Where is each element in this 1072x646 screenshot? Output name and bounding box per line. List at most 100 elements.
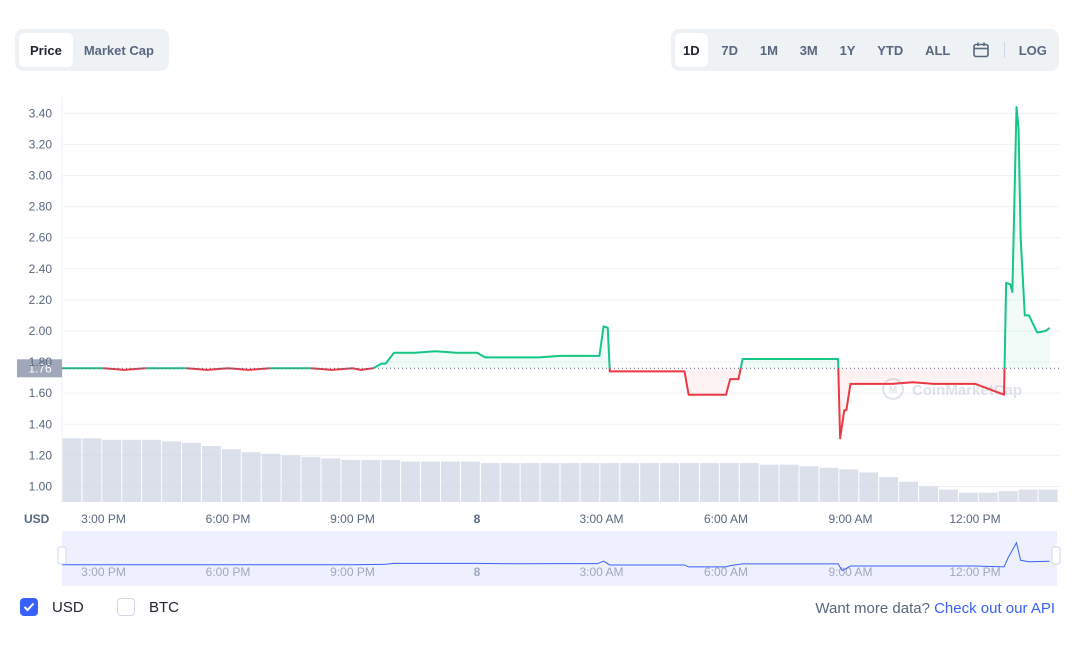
volume-bar xyxy=(62,438,82,502)
volume-bar xyxy=(719,463,739,502)
volume-bar xyxy=(460,461,480,502)
calendar-icon[interactable] xyxy=(964,33,998,67)
current-price-text: 1.76 xyxy=(28,361,52,375)
volume-bar xyxy=(421,461,440,502)
volume-bar xyxy=(341,460,361,502)
y-tick-label: 3.40 xyxy=(29,106,53,120)
btc-checkbox-label: BTC xyxy=(149,598,179,616)
volume-bar xyxy=(759,464,779,502)
log-scale-button[interactable]: LOG xyxy=(1018,42,1047,58)
price-line-down xyxy=(310,367,353,371)
api-link[interactable]: Check out our API xyxy=(934,600,1055,617)
usd-checkbox[interactable] xyxy=(20,598,38,616)
btc-checkbox[interactable] xyxy=(117,598,135,616)
x-tick-label: 6:00 PM xyxy=(206,512,251,526)
range-1y-button[interactable]: 1Y xyxy=(839,42,856,58)
y-tick-label: 3.20 xyxy=(29,137,53,151)
volume-bar xyxy=(162,441,182,502)
volume-bar xyxy=(1038,489,1058,502)
range-navigator: 3:00 PM 6:00 PM 9:00 PM 8 3:00 AM 6:00 AM 9:00… xyxy=(57,531,1061,586)
range-ytd-button[interactable]: YTD xyxy=(877,42,904,58)
more-data-prompt: Want more data? xyxy=(815,600,930,617)
current-price-label: 1.76 xyxy=(17,359,62,378)
volume-bar xyxy=(261,453,281,502)
volume-bar xyxy=(739,463,759,502)
range-1d-button[interactable]: 1D xyxy=(675,33,708,67)
current-price-box xyxy=(17,359,62,378)
y-tick-label: 2.60 xyxy=(29,231,53,245)
volume-bar xyxy=(958,492,978,502)
volume-bar xyxy=(779,464,799,502)
volume-bar xyxy=(819,467,839,502)
btc-checkbox-row[interactable]: BTC xyxy=(117,598,179,616)
range-7d-button[interactable]: 7D xyxy=(721,42,739,58)
volume-bar xyxy=(899,481,919,502)
navigator-tick-label: 6:00 PM xyxy=(206,565,251,579)
volume-bar xyxy=(560,463,580,502)
usd-checkbox-label: USD xyxy=(52,598,84,616)
volume-bar xyxy=(580,463,600,502)
time-range-toggle: 1D 7D 1M 3M 1Y YTD ALL LOG xyxy=(671,29,1059,71)
volume-bar xyxy=(919,486,938,502)
price-line-up xyxy=(372,325,611,370)
volume-bar xyxy=(938,489,958,502)
volume-bar xyxy=(480,463,500,502)
volume-bar xyxy=(361,460,381,502)
volume-bars xyxy=(62,438,1058,502)
y-tick-label: 3.00 xyxy=(29,169,53,183)
price-line-up xyxy=(1003,106,1051,369)
x-tick-label: 8 xyxy=(474,512,481,526)
volume-bar xyxy=(182,442,201,502)
range-1m-button[interactable]: 1M xyxy=(759,42,778,58)
volume-bar xyxy=(620,463,640,502)
navigator-right-handle[interactable] xyxy=(1051,546,1061,565)
y-tick-label: 2.00 xyxy=(29,324,53,338)
y-tick-label: 1.80 xyxy=(29,355,53,369)
usd-checkbox-row[interactable]: USD xyxy=(20,598,84,616)
navigator-left-handle[interactable] xyxy=(57,546,67,565)
y-tick-label: 2.20 xyxy=(29,293,53,307)
chart-grid xyxy=(61,96,1060,502)
navigator-tick-label: 12:00 PM xyxy=(949,565,1000,579)
y-axis-currency-label: USD xyxy=(24,512,50,526)
range-3m-button[interactable]: 3M xyxy=(799,42,818,58)
volume-bar xyxy=(879,477,899,502)
price-chart[interactable]: M CoinMarketCap 1.76 3.40 3.20 3.00 2.80 2.6… xyxy=(0,90,1072,590)
area-up xyxy=(373,326,610,369)
volume-bar xyxy=(640,463,660,502)
volume-bar xyxy=(82,438,102,502)
price-line-down xyxy=(352,367,374,371)
volume-bar xyxy=(221,449,241,502)
y-tick-label: 1.20 xyxy=(29,448,53,462)
volume-bar xyxy=(321,458,341,502)
volume-bar xyxy=(401,461,421,502)
navigator-tick-label: 9:00 PM xyxy=(330,565,375,579)
y-tick-label: 2.40 xyxy=(29,262,53,276)
tab-market-cap[interactable]: Market Cap xyxy=(83,42,154,58)
chart-type-toggle: Price Market Cap xyxy=(15,29,169,71)
watermark-text: CoinMarketCap xyxy=(912,382,1022,399)
navigator-tick-label: 3:00 AM xyxy=(579,565,623,579)
area-down xyxy=(838,368,1005,439)
tab-price[interactable]: Price xyxy=(19,33,73,67)
area-down xyxy=(609,368,741,395)
navigator-tick-label: 3:00 PM xyxy=(81,565,126,579)
x-tick-label: 9:00 AM xyxy=(828,512,872,526)
price-line-down xyxy=(186,367,229,371)
x-tick-label: 6:00 AM xyxy=(704,512,748,526)
x-tick-label: 12:00 PM xyxy=(949,512,1000,526)
navigator-line xyxy=(62,541,1050,572)
volume-bar xyxy=(660,463,680,502)
price-line-down xyxy=(227,367,270,371)
volume-bar xyxy=(102,439,122,502)
price-line-up xyxy=(739,357,840,369)
volume-bar xyxy=(540,463,560,502)
volume-bar xyxy=(301,456,321,502)
volume-bar xyxy=(500,463,520,502)
volume-bar xyxy=(680,463,699,502)
volume-bar xyxy=(859,472,879,502)
range-all-button[interactable]: ALL xyxy=(925,42,951,58)
chart-watermark: M CoinMarketCap xyxy=(882,378,1022,400)
navigator-x-ticks: 3:00 PM 6:00 PM 9:00 PM 8 3:00 AM 6:00 AM 9:00… xyxy=(81,565,1001,579)
volume-bar xyxy=(998,491,1018,502)
